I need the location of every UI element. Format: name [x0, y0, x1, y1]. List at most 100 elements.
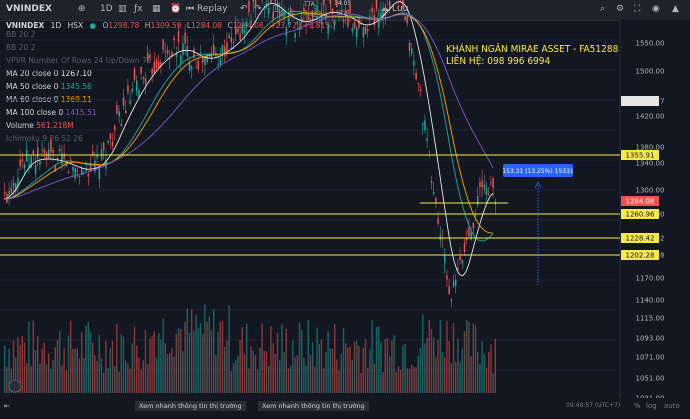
legend-item[interactable]: Volume 561.218M	[6, 119, 152, 132]
volume-bar	[162, 318, 164, 393]
candle-body	[50, 141, 52, 152]
volume-bar	[441, 351, 444, 393]
legend-item[interactable]: MA 100 close 0 1415.51	[6, 106, 152, 119]
templates-icon[interactable]: ▦	[152, 4, 161, 14]
candle-body	[404, 16, 406, 20]
replay-button[interactable]: ⏮ Replay	[186, 4, 228, 14]
candle-body	[182, 43, 184, 55]
price-level-tag	[621, 250, 659, 260]
redo-icon[interactable]: ↷	[254, 4, 262, 14]
candle-body	[419, 89, 422, 92]
log-toggle[interactable]: log	[646, 402, 657, 410]
volume-bar	[186, 308, 188, 393]
candle-body	[461, 259, 464, 264]
legend-item[interactable]: VPVR Number Of Rows 24 Up/Down 70	[6, 54, 152, 67]
market-tab-1[interactable]: Xem nhanh thông tin thị trường	[135, 401, 246, 411]
volume-bar	[254, 354, 257, 393]
volume-bar	[318, 343, 320, 393]
bar-style-icon[interactable]: ▥	[118, 4, 127, 14]
volume-bar	[353, 341, 356, 393]
ticker-name: TTA	[304, 1, 315, 8]
candle-body	[444, 254, 446, 263]
volume-bar	[133, 326, 136, 393]
legend-item[interactable]: MA 50 close 0 1345.56	[6, 80, 152, 93]
price-tick-label: 1500.00	[636, 68, 665, 76]
volume-bar	[171, 347, 173, 393]
volume-bar	[45, 364, 48, 393]
candle-body	[452, 280, 455, 287]
candle-body	[175, 53, 178, 57]
candle-body	[466, 237, 468, 240]
volume-bar	[320, 339, 323, 393]
chart-interval: 1D	[50, 21, 62, 30]
undo-icon[interactable]: ↶	[240, 4, 248, 14]
symbol-search[interactable]: VNINDEX	[6, 4, 52, 14]
volume-bar	[430, 329, 433, 393]
legend-item[interactable]: BB 20 2	[6, 28, 152, 41]
volume-bar	[360, 372, 362, 393]
camera-icon[interactable]: ◉	[652, 4, 660, 14]
candle-body	[285, 28, 288, 37]
candle-body	[45, 152, 48, 160]
indicators-icon[interactable]: ƒx	[134, 4, 143, 14]
alert-icon[interactable]: ⏰	[170, 4, 182, 14]
price-level-label: 1260.96	[626, 211, 655, 219]
volume-bar	[109, 347, 111, 393]
candle-body	[474, 215, 477, 217]
volume-bar	[204, 304, 206, 393]
candle-body	[131, 88, 134, 92]
percent-toggle[interactable]: %	[634, 402, 641, 410]
volume-bar	[395, 372, 397, 393]
candle-body	[89, 163, 92, 172]
volume-bar	[380, 341, 382, 393]
candle-body	[479, 182, 481, 188]
layout-icon[interactable]: ▢	[272, 4, 281, 14]
compare-icon[interactable]: ⊕	[78, 4, 86, 14]
volume-bar	[37, 336, 39, 393]
volume-bar	[292, 340, 294, 393]
volume-bar	[483, 354, 485, 393]
publish-icon[interactable]: ▲	[672, 4, 679, 14]
candle-body	[369, 16, 371, 18]
save-button[interactable]: ☁ Lưu	[380, 4, 409, 14]
fullscreen-icon[interactable]: ⛶	[634, 4, 641, 14]
volume-bar	[208, 316, 210, 393]
volume-bar	[239, 340, 241, 393]
candle-body	[417, 83, 420, 84]
legend-item[interactable]: Ichimoku 9 26 52 26	[6, 132, 152, 145]
market-tab-2[interactable]: Xem nhanh thông tin thị trường	[258, 401, 369, 411]
auto-toggle[interactable]: auto	[664, 402, 680, 410]
candle-body	[331, 8, 334, 14]
candle-body	[362, 27, 365, 38]
volume-bar	[298, 322, 301, 393]
volume-bar	[305, 365, 307, 393]
candle-body	[411, 48, 413, 54]
candle-body	[375, 0, 378, 9]
volume-bar	[142, 360, 144, 393]
search-icon[interactable]: ⌕	[600, 4, 606, 14]
legend-item[interactable]: BB 20 2	[6, 41, 152, 54]
legend-item[interactable]: MA 20 close 0 1267.10	[6, 67, 152, 80]
volume-bar	[268, 366, 270, 393]
volume-bar	[195, 314, 197, 393]
volume-bar	[243, 354, 246, 393]
candle-body	[76, 169, 79, 172]
volume-bar	[283, 351, 285, 393]
volume-bar	[136, 345, 138, 393]
candle-body	[378, 19, 380, 28]
volume-bar	[61, 365, 63, 393]
settings-icon[interactable]: ⚙	[616, 4, 625, 14]
goto-icon[interactable]: ⇤	[4, 402, 10, 410]
candle-body	[272, 12, 274, 20]
candle-body	[122, 97, 125, 106]
candle-body	[34, 165, 37, 174]
candle-body	[180, 55, 182, 63]
volume-bar	[477, 351, 479, 393]
volume-bar	[404, 343, 406, 393]
interval-selector[interactable]: 1D	[100, 4, 113, 14]
candle-body	[48, 149, 50, 159]
volume-bar	[402, 345, 404, 393]
candle-body	[408, 42, 411, 51]
legend-label: Volume	[6, 121, 37, 130]
